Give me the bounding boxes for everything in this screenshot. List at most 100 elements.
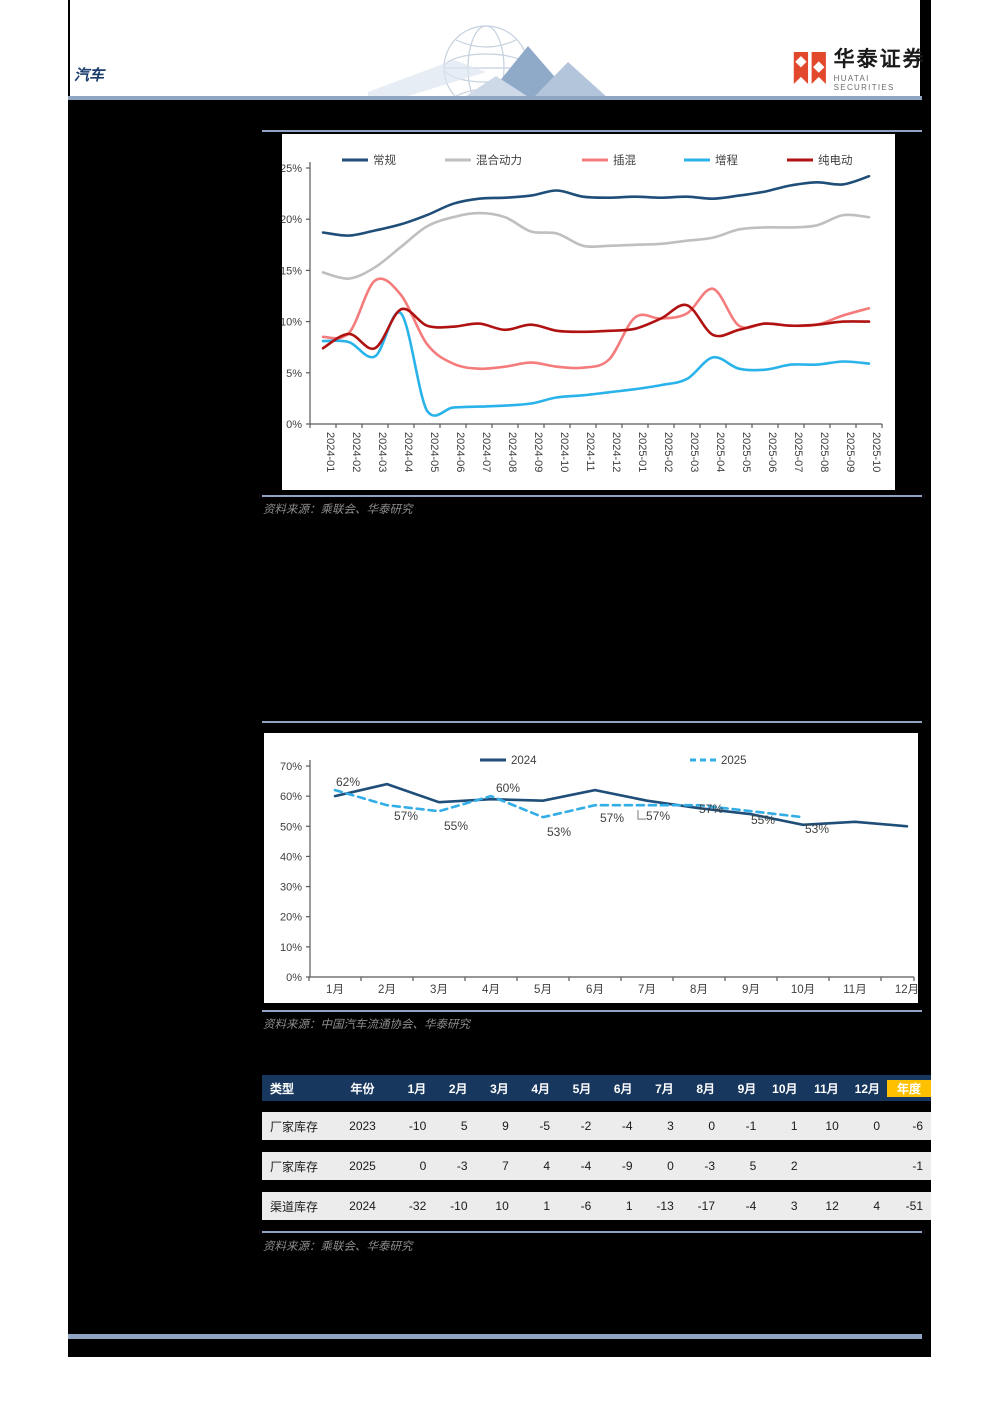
svg-text:2024-12: 2024-12 <box>610 432 622 472</box>
svg-text:2025-06: 2025-06 <box>766 432 778 472</box>
svg-text:20%: 20% <box>282 214 302 226</box>
table-header-cell: 5月 <box>572 1081 592 1096</box>
svg-text:11月: 11月 <box>843 984 866 996</box>
table-row: 渠道库存 2024 -32 -10 10 1 -6 1 -13 -17 -4 3 12 4 -51 <box>262 1192 931 1220</box>
svg-text:6月: 6月 <box>586 984 604 996</box>
table-cell-month: -4 <box>621 1119 633 1133</box>
svg-text:2025-02: 2025-02 <box>662 432 674 472</box>
svg-text:5%: 5% <box>286 368 302 380</box>
table-bottom-rule <box>262 1231 922 1233</box>
table-cell-month: -32 <box>408 1199 427 1213</box>
svg-text:2025-01: 2025-01 <box>636 432 648 472</box>
svg-text:10月: 10月 <box>791 984 815 996</box>
table-cell-month: 5 <box>749 1159 757 1173</box>
svg-text:2025-05: 2025-05 <box>740 432 752 472</box>
logo-en-text: HUATAI SECURITIES <box>833 74 895 92</box>
svg-text:2024: 2024 <box>511 755 537 767</box>
powertrain-share-chart-svg: 0% 5% 10% 15% 20% 25% 2024-01 2024-02 2024-03 202… <box>280 153 883 472</box>
table-header-cell: 7月 <box>655 1081 674 1096</box>
table-cell-month: 7 <box>502 1159 509 1173</box>
huatai-logo: 华泰证券 HUATAI SECURITIES <box>792 48 928 92</box>
table-cell-month: -4 <box>580 1159 592 1173</box>
table-cell-month: 2 <box>790 1159 798 1173</box>
table-cell-annual: -6 <box>912 1119 923 1133</box>
svg-text:20%: 20% <box>280 912 302 924</box>
table-header-cell: 6月 <box>613 1081 633 1096</box>
table-header-cell: 3月 <box>490 1081 509 1096</box>
svg-text:2024-11: 2024-11 <box>584 432 596 472</box>
table-header-cell: 8月 <box>696 1081 715 1096</box>
svg-text:2025: 2025 <box>721 755 747 767</box>
monthly-ratio-chart: 0% 10% 20% 30% 40% 50% 60% 70% 1月 2月 3月 4月 5月 6月 7月 8月 9… <box>264 733 919 1003</box>
table-cell-month: -9 <box>621 1159 633 1173</box>
table-cell-month: 1 <box>790 1119 798 1133</box>
svg-text:2024-04: 2024-04 <box>402 432 414 472</box>
table-header-cell: 9月 <box>737 1081 757 1096</box>
svg-text:插混: 插混 <box>613 153 636 167</box>
svg-text:10%: 10% <box>282 317 302 329</box>
svg-text:57%: 57% <box>600 811 624 825</box>
svg-text:2025-07: 2025-07 <box>792 432 804 472</box>
svg-text:纯电动: 纯电动 <box>818 154 853 167</box>
table-cell-month: -1 <box>745 1119 757 1133</box>
svg-text:2025-08: 2025-08 <box>818 432 830 472</box>
table-cell-month: 10 <box>825 1119 839 1133</box>
svg-text:2024-05: 2024-05 <box>428 432 440 472</box>
table-cell-month: 0 <box>419 1159 427 1173</box>
table-cell-month: -5 <box>539 1119 550 1133</box>
svg-text:55%: 55% <box>751 813 775 827</box>
svg-text:15%: 15% <box>282 265 302 277</box>
table-row: 厂家库存 2025 0 -3 7 4 -4 -9 0 -3 5 2 -1 <box>262 1152 931 1180</box>
table-cell-month: -17 <box>697 1199 715 1213</box>
figure2-bottom-rule <box>262 1010 922 1012</box>
svg-text:9月: 9月 <box>742 984 760 996</box>
table-cell-type: 厂家库存 <box>270 1119 319 1134</box>
table-cell-month: 1 <box>543 1199 550 1213</box>
table-row-gap <box>262 1180 931 1192</box>
svg-text:57%: 57% <box>394 809 418 823</box>
svg-text:2025-04: 2025-04 <box>714 432 726 472</box>
figure2-top-rule <box>262 721 922 723</box>
figure1-top-rule <box>262 130 922 132</box>
table-cell-year: 2024 <box>349 1199 376 1213</box>
table-row-gap <box>262 1101 931 1112</box>
table-cell-year: 2023 <box>349 1119 376 1133</box>
table-source: 资料来源：乘联会、华泰研究 <box>263 1241 413 1253</box>
inventory-table: 类型 年份 1月 2月 3月 4月 5月 6月 7月 8月 9月 10月 11月 12月 年度 厂家库存 202… <box>262 1075 931 1220</box>
svg-text:53%: 53% <box>805 822 829 836</box>
table-cell-month: 12 <box>825 1199 839 1213</box>
svg-text:0%: 0% <box>286 972 302 984</box>
svg-text:3月: 3月 <box>430 984 448 996</box>
table-header-cell: 11月 <box>814 1081 839 1096</box>
table-cell-month: -13 <box>656 1199 674 1213</box>
svg-text:30%: 30% <box>280 882 302 894</box>
table-header-annual: 年度 <box>887 1079 931 1097</box>
svg-text:4月: 4月 <box>482 984 500 996</box>
table-cell-month: 4 <box>873 1199 880 1213</box>
table-cell-type: 厂家库存 <box>270 1159 319 1174</box>
svg-text:2025-09: 2025-09 <box>844 432 856 472</box>
svg-text:5月: 5月 <box>534 984 552 996</box>
table-cell-annual: -1 <box>912 1159 923 1173</box>
table-cell-month: -4 <box>745 1199 757 1213</box>
svg-text:7月: 7月 <box>638 984 656 996</box>
table-cell-month: 0 <box>873 1119 880 1133</box>
huatai-logo-icon <box>793 51 826 85</box>
footer-rule <box>68 1334 922 1339</box>
svg-text:57%: 57% <box>699 802 723 816</box>
table-cell-year: 2025 <box>349 1159 376 1173</box>
svg-text:混合动力: 混合动力 <box>476 153 522 167</box>
svg-text:2024-01: 2024-01 <box>324 432 336 472</box>
svg-text:2024-03: 2024-03 <box>376 432 388 472</box>
table-row-gap <box>262 1140 931 1152</box>
svg-text:0%: 0% <box>286 419 302 431</box>
table-header-cell: 12月 <box>854 1081 880 1096</box>
table-cell-month: -6 <box>580 1199 592 1213</box>
svg-text:增程: 增程 <box>715 153 738 167</box>
table-cell-month: -2 <box>580 1119 592 1133</box>
table-header-cell: 2月 <box>448 1081 468 1096</box>
header-rule <box>68 96 922 100</box>
svg-text:2月: 2月 <box>378 984 396 996</box>
svg-text:25%: 25% <box>282 163 302 175</box>
globe-watermark-icon <box>368 25 608 98</box>
